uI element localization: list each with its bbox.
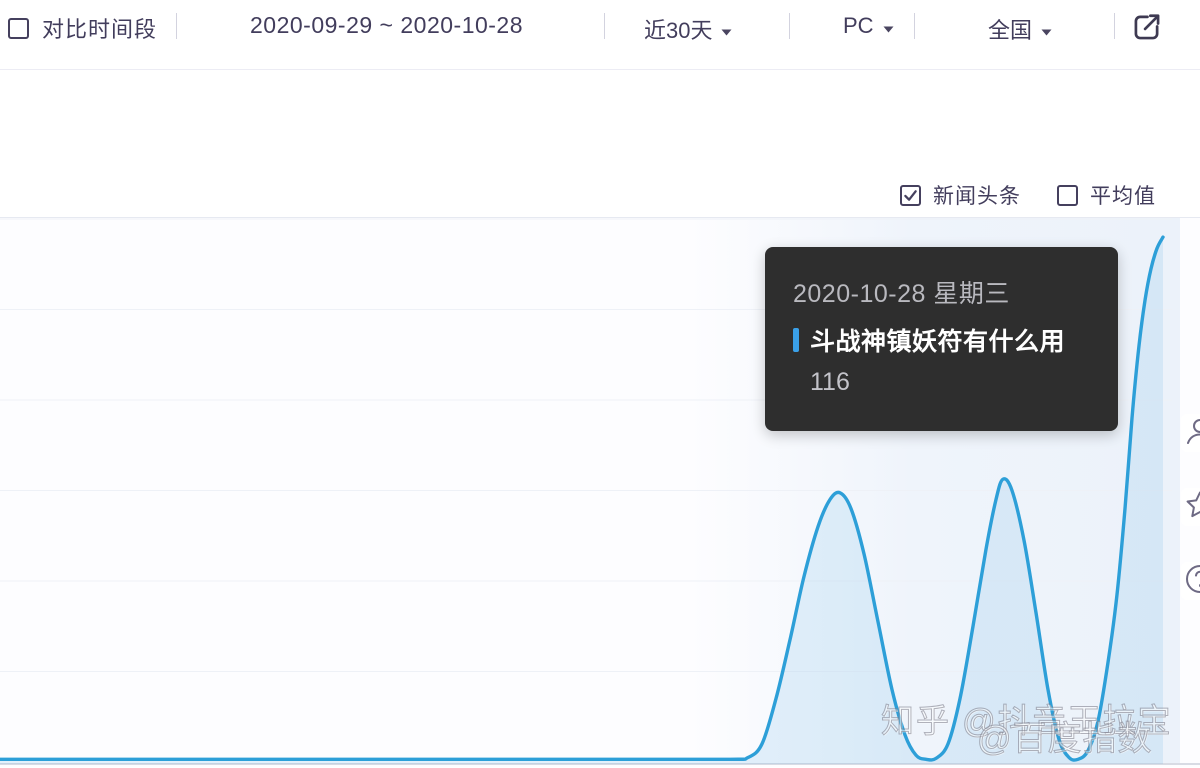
compare-checkbox[interactable]	[8, 17, 29, 39]
share-button[interactable]	[1128, 8, 1166, 51]
chart-tooltip: 2020-10-28 星期三 斗战神镇妖符有什么用 116	[765, 247, 1118, 431]
tooltip-keyword: 斗战神镇妖符有什么用	[810, 328, 1066, 356]
tooltip-date: 2020-10-28 星期三	[793, 280, 1010, 308]
news-headline-label: 新闻头条	[933, 185, 1021, 208]
help-circle-icon	[1183, 562, 1200, 601]
external-link-icon	[1128, 8, 1166, 51]
person-icon	[1184, 415, 1200, 452]
duration-dropdown[interactable]: 近30天	[644, 13, 732, 45]
toolbar: 对比时间段 2020-09-29 ~ 2020-10-28 近30天 PC	[0, 0, 1200, 70]
chevron-down-icon	[721, 16, 732, 42]
region-dropdown[interactable]: 全国	[988, 13, 1052, 45]
average-checkbox[interactable]	[1057, 184, 1078, 206]
trend-chart[interactable]: 2020-10-28 星期三 斗战神镇妖符有什么用 116 知乎 @抖音王拉宝 …	[0, 218, 1200, 767]
divider	[604, 13, 605, 39]
duration-dropdown-value: 近30天	[644, 18, 713, 43]
divider	[176, 13, 177, 39]
chevron-down-icon	[1041, 16, 1052, 42]
divider	[789, 13, 790, 39]
news-headline-checkbox[interactable]	[900, 184, 921, 206]
legend-item-news: 新闻头条	[900, 180, 1021, 210]
sidebar-feedback-button[interactable]	[1181, 562, 1200, 600]
compare-label: 对比时间段	[42, 17, 158, 42]
date-range-value: 2020-09-29 ~ 2020-10-28	[250, 12, 524, 38]
legend: 新闻头条 平均值	[900, 180, 1156, 210]
legend-band: 新闻头条 平均值	[0, 70, 1200, 218]
date-range-picker[interactable]: 2020-09-29 ~ 2020-10-28	[250, 12, 523, 39]
platform-dropdown[interactable]: PC	[843, 13, 894, 39]
star-icon	[1184, 489, 1200, 526]
region-dropdown-value: 全国	[988, 18, 1033, 43]
platform-dropdown-value: PC	[843, 13, 874, 38]
average-label: 平均值	[1090, 185, 1156, 208]
legend-item-average: 平均值	[1057, 180, 1156, 210]
divider	[1114, 13, 1115, 39]
divider	[914, 13, 915, 39]
chevron-down-icon	[883, 13, 894, 39]
tooltip-series-marker	[793, 328, 799, 352]
sidebar-profile-button[interactable]	[1181, 414, 1200, 452]
compare-period-option: 对比时间段	[8, 12, 157, 44]
tooltip-value: 116	[810, 368, 850, 396]
sidebar-favorite-button[interactable]	[1181, 488, 1200, 526]
